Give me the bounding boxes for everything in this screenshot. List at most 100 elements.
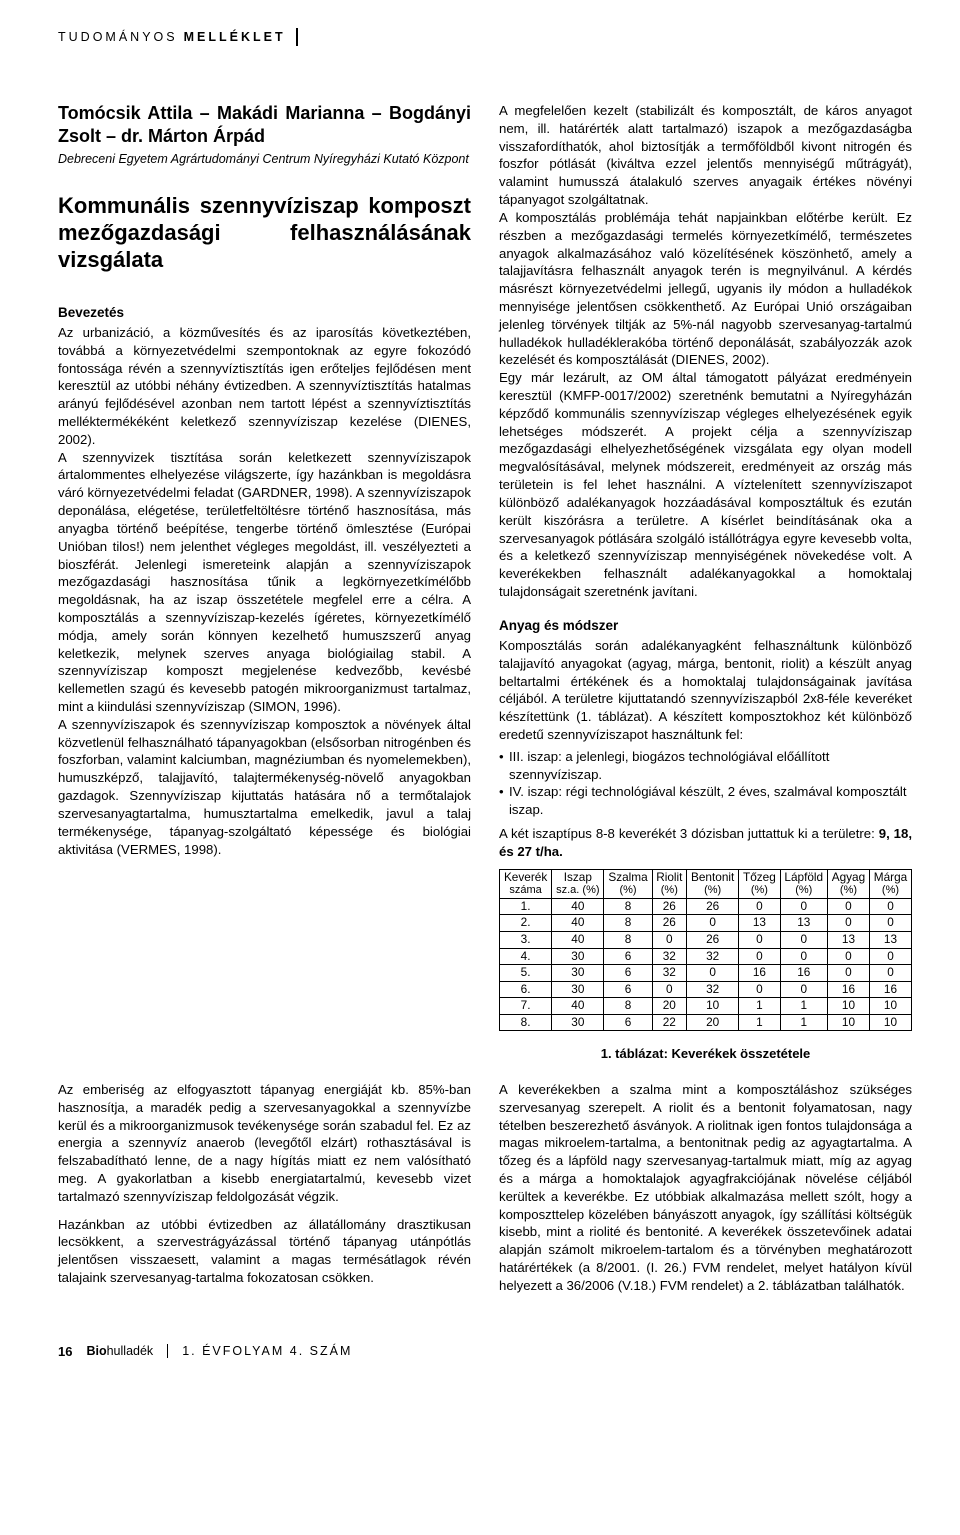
table-cell: 0 [739,981,780,998]
table-cell: 32 [652,948,686,965]
table-caption: 1. táblázat: Keverékek összetétele [499,1045,912,1063]
table-cell: 0 [687,915,739,932]
table-cell: 26 [652,898,686,915]
table-row: 1.40826260000 [500,898,912,915]
list-item: IV. iszap: régi technológiával készült, … [499,783,912,819]
table-cell: 40 [552,898,604,915]
table-cell: 13 [869,932,911,949]
page-number: 16 [58,1343,72,1361]
footer-separator [167,1344,168,1358]
table-cell: 0 [739,932,780,949]
table-cell: 20 [652,998,686,1015]
mixture-table: KeverékszámaIszapsz.a. (%)Szalma(%)Rioli… [499,869,912,1032]
sludge-type-list: III. iszap: a jelenlegi, biogázos techno… [499,748,912,819]
table-header-cell: Szalma(%) [604,869,652,898]
dose-intro: A két iszaptípus 8-8 keverékét 3 dózisba… [499,826,879,841]
table-cell: 0 [687,965,739,982]
section-heading-anyag: Anyag és módszer [499,617,912,635]
body-para: Az emberiség az elfogyasztott tápanyag e… [58,1081,471,1206]
table-cell: 8 [604,998,652,1015]
table-row: 4.30632320000 [500,948,912,965]
table-cell: 0 [827,948,869,965]
body-para: Az urbanizáció, a közművesítés és az ipa… [58,324,471,449]
body-para: Egy már lezárult, az OM által támogatott… [499,369,912,601]
table-cell: 26 [687,898,739,915]
table-cell: 0 [827,898,869,915]
table-header-cell: Tőzeg(%) [739,869,780,898]
table-cell: 30 [552,948,604,965]
table-cell: 0 [780,948,827,965]
table-cell: 0 [869,898,911,915]
table-header-cell: Agyag(%) [827,869,869,898]
table-header-cell: Keverékszáma [500,869,552,898]
table-cell: 6 [604,948,652,965]
issue-info: 1. ÉVFOLYAM 4. SZÁM [182,1343,352,1360]
table-cell: 16 [869,981,911,998]
table-cell: 8 [604,898,652,915]
table-cell: 0 [652,981,686,998]
table-cell: 10 [869,998,911,1015]
table-cell: 3. [500,932,552,949]
table-cell: 6. [500,981,552,998]
body-para: A két iszaptípus 8-8 keverékét 3 dózisba… [499,825,912,861]
table-cell: 10 [827,998,869,1015]
table-header-cell: Iszapsz.a. (%) [552,869,604,898]
header-rule [296,28,298,46]
table-cell: 6 [604,965,652,982]
table-cell: 8. [500,1014,552,1031]
table-header-cell: Bentonit(%) [687,869,739,898]
table-row: 3.408026001313 [500,932,912,949]
table-cell: 7. [500,998,552,1015]
table-cell: 0 [780,981,827,998]
table-cell: 0 [869,948,911,965]
right-column-lower: A keverékekben a szalma mint a komposztá… [499,1081,912,1295]
table-cell: 20 [687,1014,739,1031]
table-header-cell: Lápföld(%) [780,869,827,898]
right-column: A megfelelően kezelt (stabilizált és kom… [499,102,912,1063]
table-cell: 6 [604,981,652,998]
list-item: III. iszap: a jelenlegi, biogázos techno… [499,748,912,784]
table-cell: 0 [827,965,869,982]
table-row: 7.4082010111010 [500,998,912,1015]
table-cell: 13 [739,915,780,932]
table-cell: 8 [604,932,652,949]
table-cell: 40 [552,998,604,1015]
table-row: 8.3062220111010 [500,1014,912,1031]
left-column: Tomócsik Attila – Makádi Marianna – Bogd… [58,102,471,1063]
table-cell: 1 [780,998,827,1015]
table-cell: 26 [652,915,686,932]
journal-brand: Biohulladék [86,1343,153,1360]
body-para: Hazánkban az utóbbi évtizedben az állatá… [58,1216,471,1287]
table-cell: 1. [500,898,552,915]
page-footer: 16 Biohulladék 1. ÉVFOLYAM 4. SZÁM [58,1343,912,1361]
article-title: Kommunális szennyvíziszap komposzt mezőg… [58,193,471,273]
header-bold: MELLÉKLET [184,29,286,46]
table-cell: 16 [827,981,869,998]
table-cell: 32 [687,981,739,998]
body-para: A komposztálás problémája tehát napjaink… [499,209,912,369]
table-cell: 0 [739,898,780,915]
table-cell: 0 [869,965,911,982]
table-header-cell: Márga(%) [869,869,911,898]
table-cell: 30 [552,965,604,982]
table-cell: 6 [604,1014,652,1031]
body-para: Komposztálás során adalékanyagként felha… [499,637,912,744]
left-column-lower: Az emberiség az elfogyasztott tápanyag e… [58,1081,471,1295]
table-cell: 2. [500,915,552,932]
table-cell: 0 [739,948,780,965]
table-cell: 10 [869,1014,911,1031]
table-cell: 32 [652,965,686,982]
table-cell: 10 [827,1014,869,1031]
table-cell: 0 [780,898,827,915]
table-cell: 0 [652,932,686,949]
table-cell: 10 [687,998,739,1015]
running-header: TUDOMÁNYOS MELLÉKLET [58,28,912,46]
table-header-cell: Riolit(%) [652,869,686,898]
table-cell: 40 [552,932,604,949]
table-cell: 5. [500,965,552,982]
body-para: A szennyvizek tisztítása során keletkeze… [58,449,471,716]
table-cell: 22 [652,1014,686,1031]
table-cell: 30 [552,1014,604,1031]
table-cell: 1 [739,1014,780,1031]
table-cell: 8 [604,915,652,932]
